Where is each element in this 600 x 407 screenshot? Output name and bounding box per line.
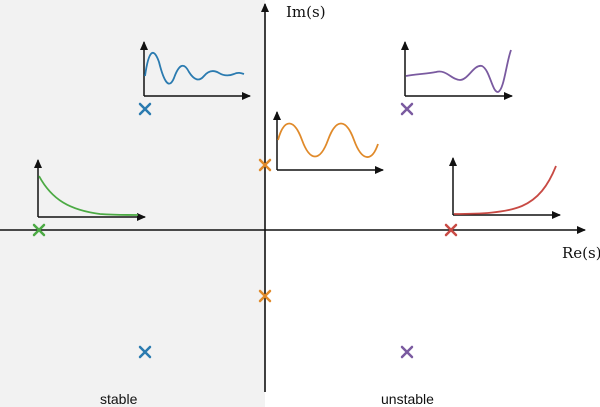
exponential-decay-curve	[38, 175, 139, 216]
pole-marginal-lower	[258, 289, 272, 303]
response-exponential-decay	[34, 159, 146, 221]
unstable-label: unstable	[381, 391, 434, 407]
response-exponential-growth	[449, 157, 561, 219]
pole-marginal-upper	[258, 158, 272, 172]
stable-region	[0, 0, 265, 407]
damped-oscillation-curve	[144, 51, 245, 85]
pole-stable-oscillating-lower	[138, 345, 152, 359]
pole-unstable-real	[444, 223, 458, 237]
sustained-oscillation-curve	[277, 122, 379, 158]
pole-unstable-oscillating-lower	[400, 345, 414, 359]
response-damped-oscillation	[140, 41, 251, 100]
growing-oscillation-curve	[405, 49, 512, 93]
real-axis-label: Re(s)	[562, 244, 600, 262]
response-sustained-oscillation	[273, 111, 384, 174]
stable-label: stable	[100, 391, 138, 407]
response-growing-oscillation	[401, 41, 513, 100]
pole-stable-real	[32, 223, 46, 237]
pole-stable-oscillating-upper	[138, 102, 152, 116]
imaginary-axis-label: Im(s)	[286, 3, 326, 21]
exponential-growth-curve	[453, 165, 557, 215]
pole-unstable-oscillating-upper	[400, 102, 414, 116]
